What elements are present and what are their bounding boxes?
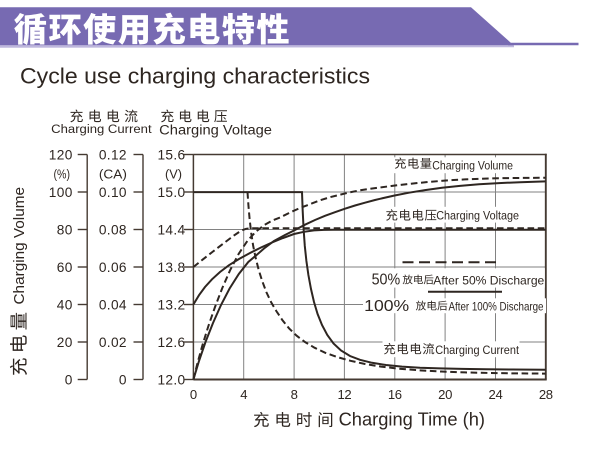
svg-text:Cycle use charging characteris: Cycle use charging characteristics [20, 63, 370, 88]
svg-text:Charging Volume: Charging Volume [432, 158, 513, 172]
svg-text:0: 0 [65, 372, 73, 387]
svg-text:16: 16 [388, 387, 402, 402]
svg-text:0.12: 0.12 [99, 147, 127, 162]
svg-text:15.0: 15.0 [157, 185, 185, 200]
svg-text:15.6: 15.6 [157, 147, 185, 162]
svg-text:28: 28 [539, 387, 553, 402]
svg-text:After 50% Discharge: After 50% Discharge [433, 273, 544, 287]
svg-text:100%: 100% [364, 298, 409, 315]
svg-text:60: 60 [57, 260, 73, 275]
svg-text:12.6: 12.6 [157, 335, 185, 350]
svg-text:Charging Voltage: Charging Voltage [159, 123, 272, 138]
svg-text:0.02: 0.02 [99, 335, 127, 350]
svg-text:24: 24 [489, 387, 503, 402]
svg-text:Charging Current: Charging Current [435, 343, 519, 357]
svg-text:(%): (%) [54, 167, 71, 182]
svg-text:0: 0 [190, 387, 197, 402]
svg-text:Charging Current: Charging Current [51, 124, 152, 136]
svg-text:0.04: 0.04 [99, 297, 127, 312]
svg-text:14.4: 14.4 [157, 222, 185, 237]
svg-text:120: 120 [49, 147, 73, 162]
svg-text:12.0: 12.0 [157, 372, 185, 387]
svg-text:8: 8 [291, 387, 298, 402]
svg-text:13.8: 13.8 [157, 260, 185, 275]
svg-text:100: 100 [49, 185, 73, 200]
svg-text:80: 80 [57, 222, 73, 237]
svg-text:0.08: 0.08 [99, 222, 127, 237]
svg-text:0: 0 [119, 372, 127, 387]
svg-text:20: 20 [57, 335, 73, 350]
svg-text:Charging Time (h): Charging Time (h) [339, 410, 485, 430]
svg-text:20: 20 [438, 387, 452, 402]
svg-text:(CA): (CA) [99, 167, 127, 182]
svg-text:4: 4 [240, 387, 247, 402]
svg-text:Charging Volume: Charging Volume [12, 187, 28, 305]
svg-text:12: 12 [337, 387, 351, 402]
svg-text:50%: 50% [372, 271, 401, 288]
svg-text:0.10: 0.10 [99, 185, 127, 200]
svg-text:(V): (V) [165, 167, 182, 182]
svg-text:After 100% Discharge: After 100% Discharge [449, 299, 544, 313]
svg-text:13.2: 13.2 [157, 297, 185, 312]
svg-text:40: 40 [57, 297, 73, 312]
svg-text:0.06: 0.06 [99, 260, 127, 275]
svg-text:Charging Voltage: Charging Voltage [436, 208, 519, 222]
